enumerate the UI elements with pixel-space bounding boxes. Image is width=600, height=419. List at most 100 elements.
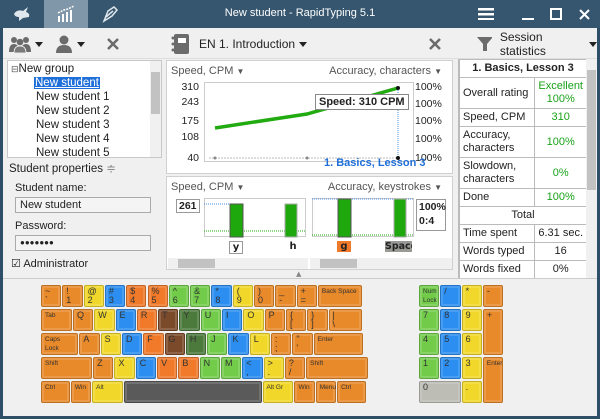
key[interactable]: >. — [263, 357, 284, 379]
numpad-key[interactable]: 6 — [461, 333, 482, 355]
key[interactable]: (9 — [232, 285, 253, 307]
key[interactable]: & 7 — [190, 285, 211, 307]
key[interactable]: R — [136, 309, 158, 331]
key[interactable]: U — [200, 309, 222, 331]
close-button[interactable] — [572, 3, 596, 25]
key[interactable]: X — [114, 357, 135, 379]
key[interactable]: Win — [70, 381, 92, 403]
key[interactable]: _ - — [275, 285, 296, 307]
key[interactable]: * 8 — [211, 285, 232, 307]
stats-selector[interactable]: Session statistics — [477, 30, 597, 58]
splitter-handle[interactable]: ▲ — [296, 270, 302, 278]
bar-plot-accuracy[interactable] — [312, 198, 414, 238]
key[interactable]: Ctrl — [41, 381, 70, 403]
speed-axis-selector[interactable]: Speed, CPM ▼ — [171, 65, 245, 77]
key[interactable]: V — [157, 357, 178, 379]
key[interactable] — [124, 381, 262, 403]
key[interactable]: Ctrl — [337, 381, 366, 403]
key[interactable]: ^ 6 — [168, 285, 190, 307]
tree-item[interactable]: New student 2 — [36, 105, 110, 117]
key[interactable]: Alt — [92, 381, 124, 403]
numpad-key[interactable]: Num Lock — [419, 285, 440, 307]
key[interactable]: G — [164, 333, 185, 355]
key[interactable]: F — [143, 333, 164, 355]
numpad-key[interactable]: - — [482, 285, 504, 307]
numpad-key[interactable]: Enter — [482, 357, 504, 403]
tree-item[interactable]: New student 3 — [36, 119, 110, 131]
numpad-key[interactable]: 5 — [440, 333, 461, 355]
key[interactable]: S — [100, 333, 121, 355]
numpad-key[interactable]: 1 — [419, 357, 440, 379]
key[interactable]: C — [135, 357, 157, 379]
accuracy-axis-selector[interactable]: Accuracy, keystrokes ▼ — [327, 181, 442, 193]
close-lesson-button[interactable] — [429, 33, 441, 55]
key[interactable]: A — [79, 333, 100, 355]
key[interactable]: ? / — [284, 357, 306, 379]
key[interactable]: Shift — [41, 357, 93, 379]
key[interactable]: Q — [72, 309, 94, 331]
key[interactable]: ~ ` — [41, 285, 62, 307]
key[interactable]: #3 — [104, 285, 126, 307]
key[interactable]: D — [121, 333, 143, 355]
numpad-key[interactable]: 3 — [461, 357, 482, 379]
key[interactable]: Y — [179, 309, 200, 331]
student-name-input[interactable]: New student — [15, 197, 151, 213]
tree-item[interactable]: New student 5 — [36, 147, 110, 159]
bar-scrollbar-right[interactable] — [310, 258, 452, 269]
numpad-key[interactable]: 9 — [461, 309, 482, 331]
key[interactable]: T — [158, 309, 179, 331]
key[interactable]: L — [249, 333, 271, 355]
key[interactable]: J — [207, 333, 228, 355]
key[interactable]: E — [115, 309, 136, 331]
tab-statistics[interactable] — [44, 0, 88, 28]
tree-item[interactable]: New student 1 — [36, 91, 110, 103]
numpad-key[interactable]: 8 — [440, 309, 461, 331]
numpad-key[interactable]: . — [461, 381, 482, 403]
tree-item[interactable]: New student 4 — [36, 133, 110, 145]
password-input[interactable]: ●●●●●●● — [15, 235, 151, 251]
key[interactable]: M — [220, 357, 242, 379]
numpad-key[interactable]: 0 — [419, 381, 461, 403]
numpad-key[interactable]: + — [482, 309, 504, 355]
speed-axis-selector[interactable]: Speed, CPM ▼ — [171, 181, 245, 193]
tree-group[interactable]: ⊟New group — [11, 63, 75, 75]
bar-plot-speed[interactable] — [204, 198, 306, 238]
administrator-checkbox[interactable]: ☑ Administrator — [11, 258, 89, 270]
key[interactable]: K — [228, 333, 249, 355]
menu-button[interactable] — [474, 3, 498, 25]
key[interactable]: W — [94, 309, 115, 331]
tree-scrollbar[interactable] — [150, 61, 161, 157]
key[interactable]: Z — [93, 357, 114, 379]
delete-student-button[interactable] — [107, 33, 119, 55]
key[interactable]: B — [178, 357, 199, 379]
key[interactable]: P — [264, 309, 285, 331]
key[interactable]: ! 1 — [62, 285, 83, 307]
numpad-key[interactable]: 4 — [419, 333, 440, 355]
key[interactable]: Enter — [313, 333, 363, 355]
tab-typing[interactable] — [0, 0, 44, 28]
lesson-selector[interactable]: EN 1. Introduction — [171, 33, 308, 55]
group-menu-button[interactable] — [9, 33, 43, 55]
key[interactable]: $4 — [126, 285, 147, 307]
key[interactable]: " ' — [292, 333, 313, 355]
collapse-icon[interactable]: ⊟ — [11, 64, 19, 74]
key[interactable]: }] — [307, 309, 328, 331]
student-menu-button[interactable] — [55, 33, 85, 55]
key[interactable]: @2 — [83, 285, 104, 307]
key[interactable]: <, — [242, 357, 263, 379]
maximize-button[interactable] — [544, 3, 568, 25]
tab-editor[interactable] — [88, 0, 132, 28]
stats-scrollbar[interactable] — [586, 59, 597, 301]
key[interactable]: Caps Lock — [41, 333, 79, 355]
key[interactable]: Alt Gr — [262, 381, 294, 403]
key[interactable]: | \ — [328, 309, 362, 331]
key[interactable]: Win — [294, 381, 315, 403]
key[interactable]: Shift — [306, 357, 368, 379]
key[interactable]: N — [199, 357, 220, 379]
bar-scrollbar-left[interactable] — [168, 258, 308, 269]
key[interactable]: :; — [271, 333, 292, 355]
key[interactable]: Menu — [315, 381, 337, 403]
minimize-button[interactable] — [516, 3, 540, 25]
key[interactable]: {[ — [285, 309, 307, 331]
key[interactable]: O — [243, 309, 264, 331]
